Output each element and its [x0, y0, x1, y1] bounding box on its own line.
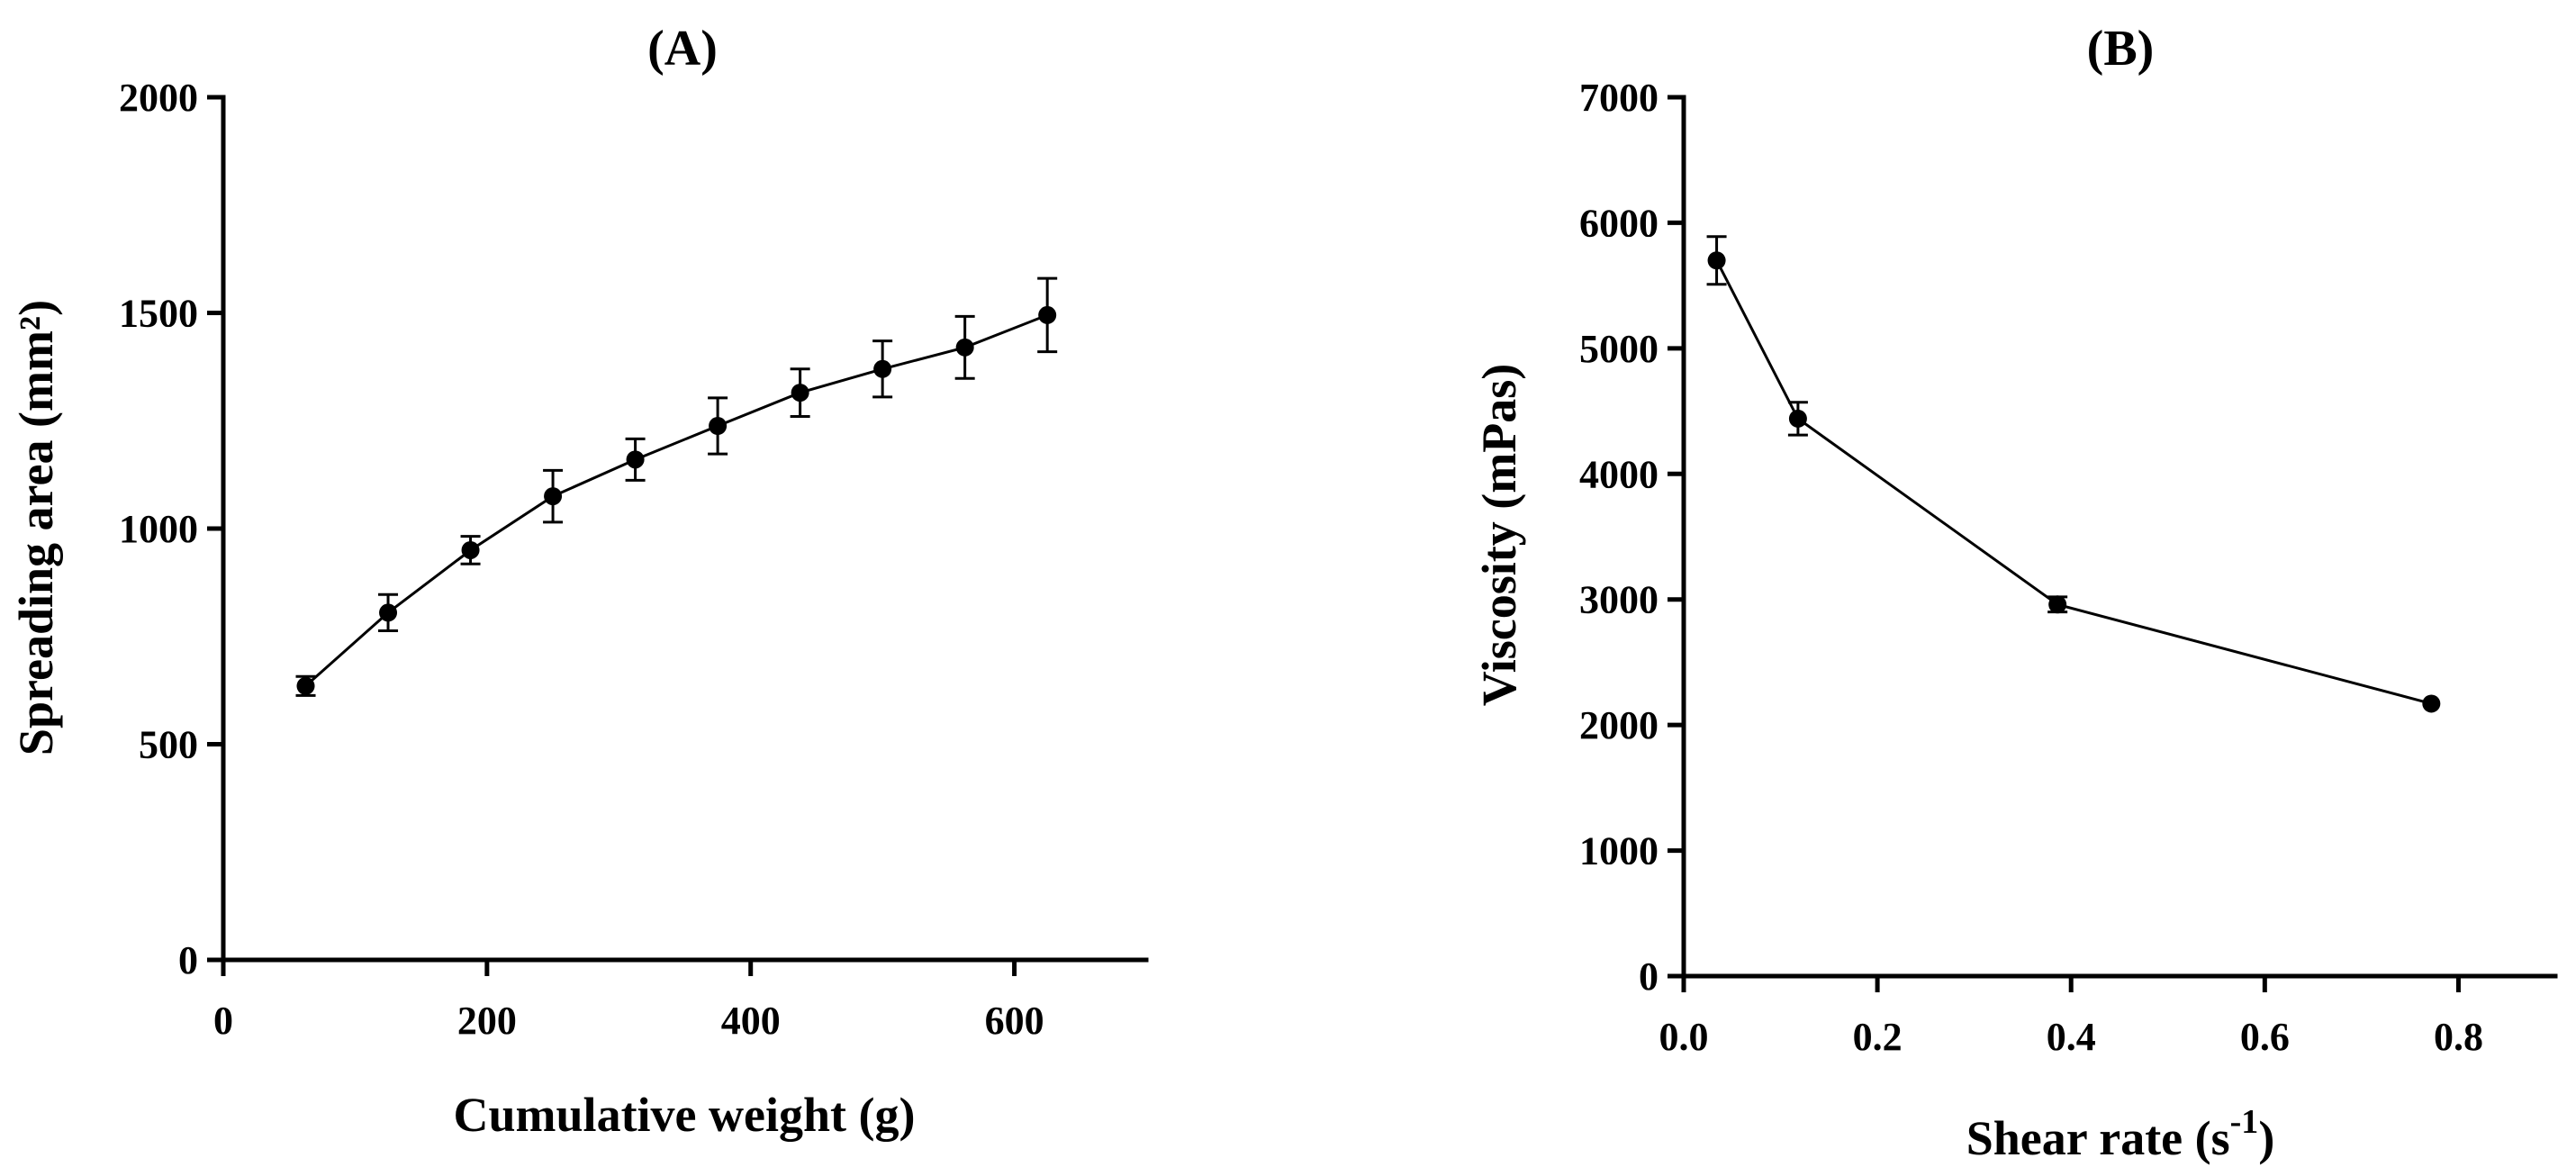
panel-a-spreading-chart: (A) 0 500 1000 1500 2000 0 200 400 600 Cumulati… — [9, 21, 1149, 1142]
panel-b-y-tick-label: 5000 — [1579, 327, 1659, 371]
panel-a-y-tick-label: 1000 — [119, 507, 198, 551]
panel-a-y-tick-label: 0 — [178, 938, 198, 982]
panel-a-x-axis-title: Cumulative weight (g) — [454, 1088, 916, 1142]
panel-a-data-point — [296, 676, 315, 695]
panel-b-x-axis-title-main: Shear rate (s — [1966, 1111, 2230, 1165]
panel-a-data-point — [461, 540, 480, 559]
panel-b-title: (B) — [2087, 21, 2155, 77]
panel-b-data-point — [2048, 595, 2067, 614]
panel-a-data-point — [955, 338, 974, 357]
panel-a-data-point — [1038, 305, 1057, 324]
panel-b-x-tick-label: 0.6 — [2240, 1015, 2290, 1059]
panel-b-x-tick-label: 0.2 — [1853, 1015, 1903, 1059]
panel-b-y-tick-label: 2000 — [1579, 703, 1659, 747]
panel-b-error-bars — [1706, 235, 2068, 614]
panel-a-data-point — [544, 487, 563, 506]
panel-b-data-point — [1788, 409, 1807, 428]
panel-a-y-tick-label: 2000 — [119, 76, 198, 120]
panel-a-y-axis-ticks: 0 500 1000 1500 2000 — [119, 76, 223, 982]
panel-b-series-line — [1715, 259, 2432, 705]
panel-b-x-tick-label: 0.4 — [2047, 1015, 2096, 1059]
panel-a-data-point — [626, 450, 645, 469]
panel-b-data-points — [1707, 251, 2441, 713]
panel-b-x-tick-label: 0.0 — [1659, 1015, 1709, 1059]
panel-a-x-tick-label: 0 — [213, 999, 233, 1043]
panel-a-y-axis-title: Spreading area (mm²) — [9, 300, 63, 755]
panel-a-error-bars — [295, 276, 1058, 697]
panel-b-y-axis-title: Viscosity (mPas) — [1472, 364, 1526, 706]
panel-b-viscosity-chart: (B) 0 1000 2000 3000 4000 5000 6000 7000 0.0 0.2… — [1472, 21, 2558, 1165]
panel-a-series-line — [304, 313, 1048, 687]
panel-a-y-tick-label: 1500 — [119, 292, 198, 336]
panel-b-y-axis-ticks: 0 1000 2000 3000 4000 5000 6000 7000 — [1579, 76, 1684, 999]
panel-a-data-point — [791, 384, 809, 403]
panel-b-x-axis-title-superscript: -1 — [2230, 1103, 2259, 1141]
panel-b-data-point — [1707, 251, 1726, 270]
panel-b-y-tick-label: 0 — [1639, 954, 1659, 999]
panel-b-data-point — [2422, 694, 2441, 713]
panel-b-x-tick-label: 0.8 — [2434, 1015, 2483, 1059]
panel-a-data-point — [379, 603, 398, 622]
panel-b-y-tick-label: 7000 — [1579, 76, 1659, 120]
panel-a-y-tick-label: 500 — [139, 723, 198, 767]
panel-a-x-axis-ticks: 0 200 400 600 — [213, 960, 1044, 1043]
panel-b-y-tick-label: 3000 — [1579, 578, 1659, 622]
panel-b-y-tick-label: 4000 — [1579, 452, 1659, 496]
panel-b-y-tick-label: 6000 — [1579, 201, 1659, 245]
panel-a-data-points — [296, 305, 1057, 695]
panel-a-data-point — [709, 416, 728, 435]
panel-b-x-axis-ticks: 0.0 0.2 0.4 0.6 0.8 — [1659, 976, 2483, 1059]
panel-a-x-tick-label: 400 — [721, 999, 781, 1043]
panel-a-x-tick-label: 600 — [985, 999, 1044, 1043]
panel-a-data-point — [873, 359, 892, 378]
panel-b-x-axis-title-suffix: ) — [2258, 1111, 2274, 1165]
panel-b-y-tick-label: 1000 — [1579, 829, 1659, 873]
panel-a-title: (A) — [647, 21, 718, 77]
panel-a-x-tick-label: 200 — [457, 999, 517, 1043]
panel-b-x-axis-title: Shear rate (s-1) — [1966, 1103, 2275, 1165]
